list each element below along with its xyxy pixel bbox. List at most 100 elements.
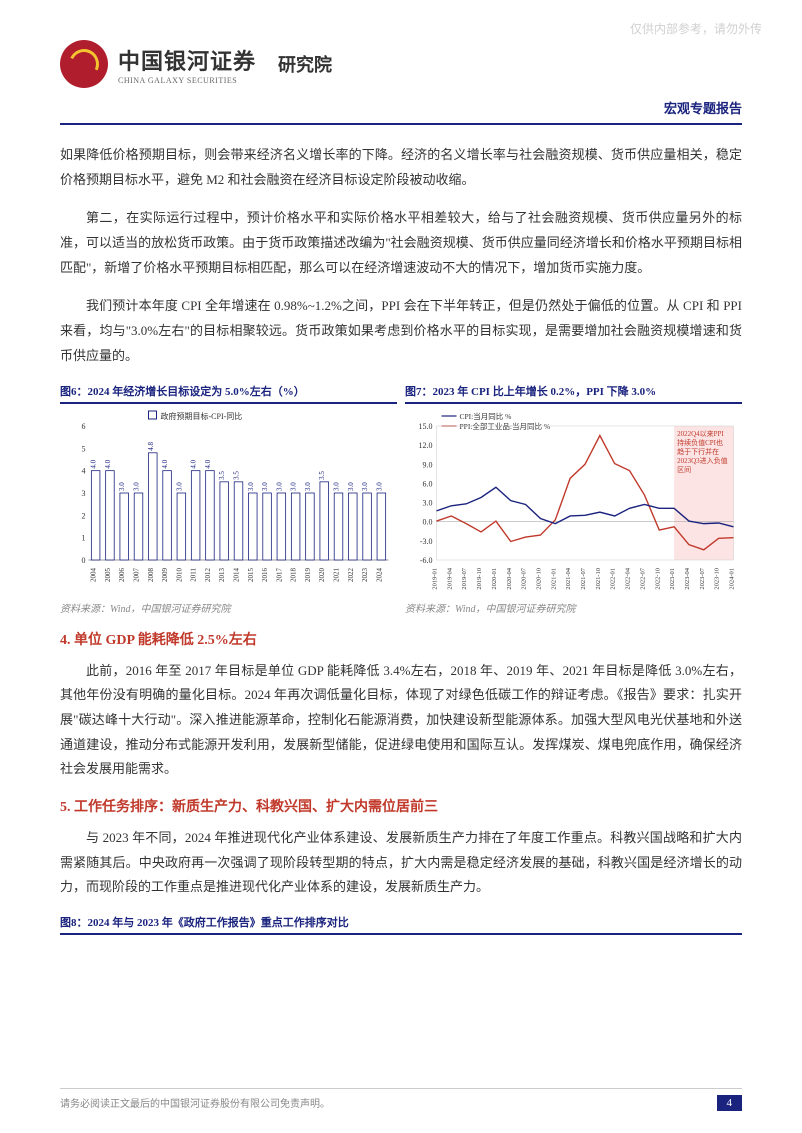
svg-text:2: 2 [82, 511, 86, 520]
paragraph-1: 如果降低价格预期目标，则会带来经济名义增长率的下降。经济的名义增长率与社会融资规… [60, 143, 742, 192]
svg-text:2023: 2023 [361, 567, 369, 582]
svg-text:-6.0: -6.0 [420, 556, 433, 565]
svg-text:6: 6 [82, 422, 86, 431]
svg-text:3.5: 3.5 [218, 470, 226, 479]
svg-text:2021-04: 2021-04 [565, 567, 572, 589]
chart-7-area: 2022Q4以来PPI持续负值CPI也趋于下行并在2023Q3进入负值区间CPI… [405, 408, 742, 598]
svg-text:2023-10: 2023-10 [714, 568, 721, 590]
svg-text:2008: 2008 [147, 567, 155, 582]
svg-text:3.0: 3.0 [133, 481, 141, 490]
svg-text:2019-04: 2019-04 [446, 567, 453, 589]
svg-text:3.5: 3.5 [233, 470, 241, 479]
svg-text:2023-01: 2023-01 [669, 568, 676, 590]
svg-text:3.0: 3.0 [423, 498, 433, 507]
svg-text:3.0: 3.0 [375, 481, 383, 490]
department-label: 研究院 [278, 51, 332, 77]
svg-text:2023-04: 2023-04 [684, 567, 691, 589]
page-footer: 请务必阅读正文最后的中国银河证券股份有限公司免责声明。 4 [60, 1088, 742, 1111]
svg-text:2006: 2006 [118, 567, 126, 582]
svg-text:2015: 2015 [247, 567, 255, 582]
svg-text:3.0: 3.0 [333, 481, 341, 490]
svg-text:3.0: 3.0 [175, 481, 183, 490]
svg-text:3.0: 3.0 [118, 481, 126, 490]
svg-text:政府预期目标-CPI-同比: 政府预期目标-CPI-同比 [161, 411, 243, 421]
svg-text:0: 0 [82, 556, 86, 565]
svg-text:2016: 2016 [261, 567, 269, 582]
svg-text:2004: 2004 [90, 567, 98, 582]
chart-6-area: 政府预期目标-CPI-同比 0 1 2 3 4 5 6 4.0 2004 4.0 2005 3.0 200… [60, 408, 397, 598]
svg-text:2024: 2024 [375, 567, 383, 582]
main-content: 如果降低价格预期目标，则会带来经济名义增长率的下降。经济的名义增长率与社会融资规… [0, 143, 802, 935]
svg-text:2021-10: 2021-10 [595, 568, 602, 590]
svg-text:4: 4 [82, 466, 86, 475]
svg-text:6.0: 6.0 [423, 479, 433, 488]
svg-text:3.0: 3.0 [247, 481, 255, 490]
svg-text:2020-10: 2020-10 [535, 568, 542, 590]
svg-text:2007: 2007 [133, 567, 141, 582]
chart-7-box: 图7：2023 年 CPI 比上年增长 0.2%，PPI 下降 3.0% 202… [405, 383, 742, 615]
svg-text:2023-07: 2023-07 [699, 567, 706, 589]
svg-text:4.8: 4.8 [147, 441, 155, 450]
svg-text:2022-01: 2022-01 [610, 568, 617, 590]
svg-text:2021-07: 2021-07 [580, 567, 587, 589]
section-4-title: 4. 单位 GDP 能耗降低 2.5%左右 [60, 629, 742, 649]
svg-text:2014: 2014 [233, 567, 241, 582]
watermark-text: 仅供内部参考，请勿外传 [630, 20, 762, 37]
svg-text:2020-01: 2020-01 [491, 568, 498, 590]
svg-text:12.0: 12.0 [419, 441, 433, 450]
svg-text:9.0: 9.0 [423, 460, 433, 469]
brand-name-cn: 中国银河证券 [118, 44, 256, 76]
svg-text:2005: 2005 [104, 567, 112, 582]
svg-text:4.0: 4.0 [104, 459, 112, 468]
svg-text:2020-07: 2020-07 [521, 567, 528, 589]
svg-text:3.0: 3.0 [261, 481, 269, 490]
svg-text:3.0: 3.0 [290, 481, 298, 490]
chart-6-title: 图6：2024 年经济增长目标设定为 5.0%左右（%） [60, 383, 397, 404]
svg-text:2013: 2013 [218, 567, 226, 582]
svg-text:3: 3 [82, 489, 86, 498]
section-5-title: 5. 工作任务排序：新质生产力、科教兴国、扩大内需位居前三 [60, 796, 742, 816]
svg-text:5: 5 [82, 444, 86, 453]
svg-text:2018: 2018 [290, 567, 298, 582]
svg-text:2019: 2019 [304, 567, 312, 582]
paragraph-5: 与 2023 年不同，2024 年推进现代化产业体系建设、发展新质生产力排在了年… [60, 826, 742, 900]
svg-text:3.5: 3.5 [318, 470, 326, 479]
page-header: 中国银河证券 CHINA GALAXY SECURITIES 研究院 [0, 0, 802, 98]
figure-8-title: 图8：2024 年与 2023 年《政府工作报告》重点工作排序对比 [60, 914, 742, 935]
footer-disclaimer: 请务必阅读正文最后的中国银河证券股份有限公司免责声明。 [60, 1095, 330, 1111]
svg-text:2019-01: 2019-01 [432, 568, 439, 590]
brand-logo-icon [60, 40, 108, 88]
svg-text:2019-07: 2019-07 [461, 567, 468, 589]
svg-text:3.0: 3.0 [361, 481, 369, 490]
svg-text:2010: 2010 [175, 567, 183, 582]
svg-text:0.0: 0.0 [423, 517, 433, 526]
paragraph-4: 此前，2016 年至 2017 年目标是单位 GDP 能耗降低 3.4%左右，2… [60, 659, 742, 782]
brand-text: 中国银河证券 CHINA GALAXY SECURITIES [118, 44, 256, 85]
svg-text:CPI:当月同比 %: CPI:当月同比 % [460, 411, 512, 421]
svg-text:2022-04: 2022-04 [625, 567, 632, 589]
svg-text:15.0: 15.0 [419, 422, 433, 431]
svg-text:2020-04: 2020-04 [506, 567, 513, 589]
svg-text:2009: 2009 [161, 567, 169, 582]
svg-text:2022-07: 2022-07 [639, 567, 646, 589]
svg-text:2022: 2022 [347, 567, 355, 582]
chart-6-box: 图6：2024 年经济增长目标设定为 5.0%左右（%） 政府预期目标-CPI-… [60, 383, 397, 615]
header-divider [60, 123, 742, 125]
paragraph-2: 第二，在实际运行过程中，预计价格水平和实际价格水平相差较大，给与了社会融资规模、… [60, 206, 742, 280]
svg-text:-3.0: -3.0 [420, 536, 433, 545]
svg-text:4.0: 4.0 [190, 459, 198, 468]
svg-text:2022-10: 2022-10 [654, 568, 661, 590]
svg-text:3.0: 3.0 [347, 481, 355, 490]
chart-7-source: 资料来源：Wind，中国银河证券研究院 [405, 600, 742, 615]
svg-text:2020: 2020 [318, 567, 326, 582]
svg-text:3.0: 3.0 [304, 481, 312, 490]
svg-text:2012: 2012 [204, 567, 212, 582]
page-number: 4 [717, 1095, 743, 1111]
chart-6-source: 资料来源：Wind，中国银河证券研究院 [60, 600, 397, 615]
svg-text:1: 1 [82, 533, 86, 542]
charts-row: 图6：2024 年经济增长目标设定为 5.0%左右（%） 政府预期目标-CPI-… [60, 383, 742, 615]
svg-text:2019-10: 2019-10 [476, 568, 483, 590]
svg-text:2021-01: 2021-01 [550, 568, 557, 590]
svg-text:2024-01: 2024-01 [729, 568, 736, 590]
svg-text:4.0: 4.0 [90, 459, 98, 468]
